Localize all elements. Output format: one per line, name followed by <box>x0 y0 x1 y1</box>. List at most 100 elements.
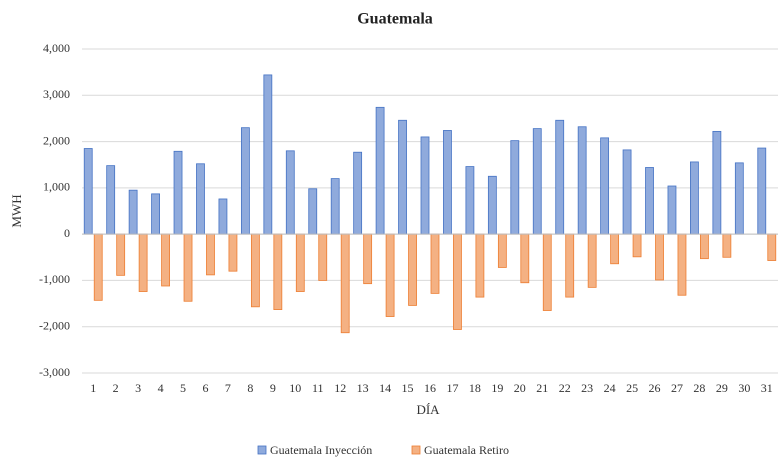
bar <box>677 233 687 296</box>
bar <box>196 163 205 235</box>
bar <box>250 233 260 308</box>
bar <box>83 148 93 235</box>
bar <box>610 233 620 265</box>
bar <box>497 233 507 268</box>
bar <box>700 233 709 260</box>
bar <box>420 136 430 235</box>
bar <box>353 151 363 235</box>
bar <box>183 233 193 302</box>
bar <box>510 140 520 235</box>
x-tick-label: 22 <box>559 381 571 395</box>
bar <box>532 128 542 235</box>
x-tick-label: 4 <box>158 381 164 395</box>
bar <box>161 233 170 287</box>
x-tick-label: 27 <box>671 381 683 395</box>
y-tick-label: 0 <box>64 226 70 240</box>
x-tick-label: 12 <box>334 381 346 395</box>
x-tick-label: 28 <box>693 381 705 395</box>
bar <box>295 233 305 292</box>
legend-label: Guatemala Retiro <box>424 443 509 457</box>
bar <box>655 233 664 281</box>
x-tick-label: 29 <box>716 381 728 395</box>
x-tick-label: 3 <box>135 381 141 395</box>
bar <box>173 150 183 235</box>
bar <box>138 233 148 292</box>
bar <box>308 188 318 235</box>
bar <box>555 119 565 235</box>
bar <box>767 233 777 261</box>
y-tick-label: -2,000 <box>39 318 70 332</box>
bar <box>93 233 103 301</box>
x-tick-label: 19 <box>491 381 503 395</box>
legend-swatch <box>411 445 421 455</box>
bar <box>285 150 295 235</box>
x-tick-label: 8 <box>247 381 253 395</box>
bar <box>475 233 485 298</box>
y-tick-label: 4,000 <box>43 41 70 55</box>
x-tick-label: 16 <box>424 381 436 395</box>
x-tick-label: 7 <box>225 381 231 395</box>
x-tick-label: 9 <box>270 381 276 395</box>
y-tick-label: -3,000 <box>39 365 70 379</box>
x-tick-label: 10 <box>289 381 301 395</box>
x-tick-label: 18 <box>469 381 481 395</box>
chart-title: Guatemala <box>357 11 433 28</box>
x-tick-label: 15 <box>402 381 414 395</box>
bar <box>218 198 228 235</box>
x-tick-label: 2 <box>113 381 119 395</box>
bar <box>106 165 116 235</box>
x-tick-label: 20 <box>514 381 526 395</box>
bar <box>273 233 283 310</box>
y-tick-label: 1,000 <box>43 180 70 194</box>
legend-label: Guatemala Inyección <box>270 443 372 457</box>
x-axis-title: DÍA <box>416 402 440 417</box>
bar <box>128 189 138 235</box>
y-tick-label: 2,000 <box>43 133 70 147</box>
bar <box>645 167 654 235</box>
x-tick-label: 17 <box>446 381 458 395</box>
bar <box>757 147 767 235</box>
legend-swatch <box>257 445 267 455</box>
bar <box>712 130 722 235</box>
bar <box>443 130 452 235</box>
bar <box>206 233 215 276</box>
x-tick-label: 13 <box>357 381 369 395</box>
x-tick-label: 1 <box>90 381 96 395</box>
bar <box>453 233 462 330</box>
x-tick-label: 26 <box>649 381 661 395</box>
bar <box>565 233 575 298</box>
x-tick-label: 14 <box>379 381 391 395</box>
bar <box>363 233 373 285</box>
x-tick-label: 30 <box>738 381 750 395</box>
x-tick-label: 25 <box>626 381 638 395</box>
bar <box>318 233 328 281</box>
bar <box>542 233 552 311</box>
bar <box>385 233 395 317</box>
bar <box>587 233 597 288</box>
bar <box>487 175 497 235</box>
y-tick-label: -1,000 <box>39 272 70 286</box>
x-tick-label: 23 <box>581 381 593 395</box>
bar <box>240 127 250 235</box>
bar <box>622 149 632 235</box>
y-tick-label: 3,000 <box>43 87 70 101</box>
bar <box>667 185 677 235</box>
bar <box>398 119 407 235</box>
bar <box>632 233 642 258</box>
bar <box>340 233 350 334</box>
bar <box>600 137 610 235</box>
bar <box>722 233 732 258</box>
bar <box>734 162 744 235</box>
x-tick-label: 31 <box>761 381 773 395</box>
bar <box>690 161 699 235</box>
bar <box>263 74 273 235</box>
x-tick-label: 11 <box>312 381 324 395</box>
bar <box>408 233 417 306</box>
y-axis-title: MWH <box>9 194 24 227</box>
bar <box>151 193 160 235</box>
bar <box>375 106 385 235</box>
bar <box>577 126 587 235</box>
bar <box>330 178 340 235</box>
x-tick-label: 21 <box>536 381 548 395</box>
